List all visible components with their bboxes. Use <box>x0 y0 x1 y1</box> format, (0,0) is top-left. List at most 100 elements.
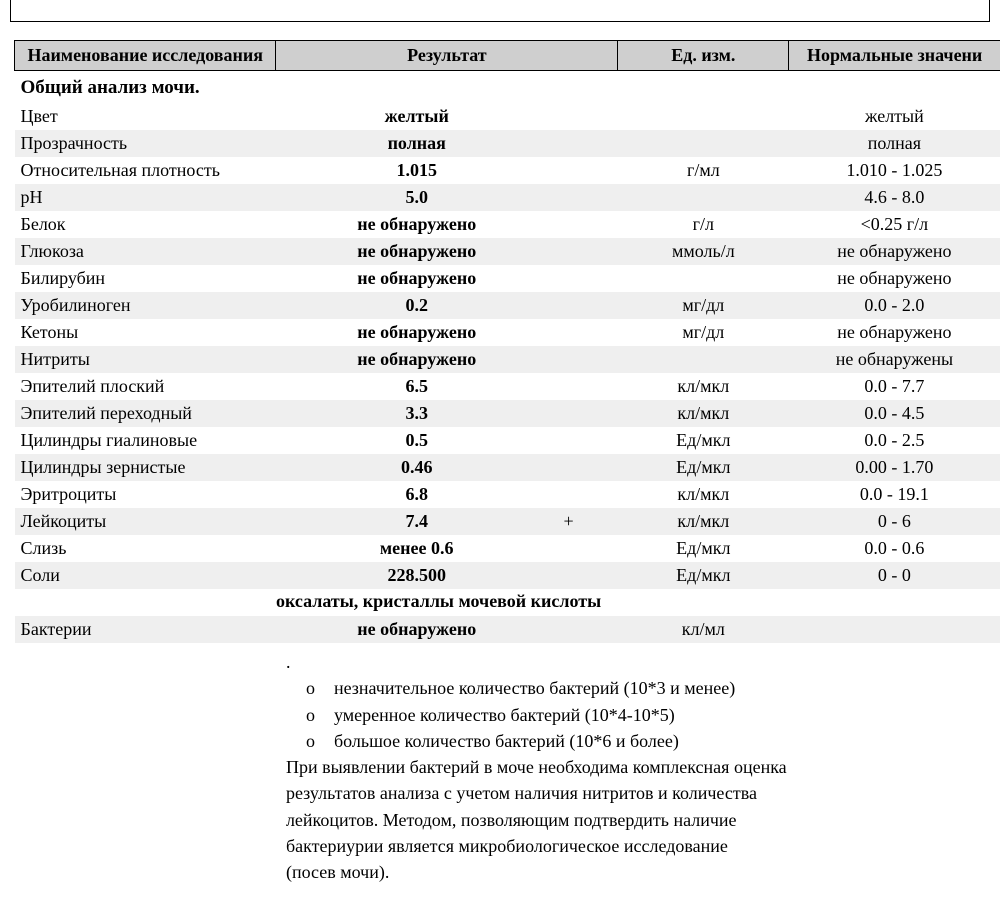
cell-unit: мг/дл <box>618 292 789 319</box>
cell-result: полная <box>276 130 558 157</box>
cell-flag <box>558 400 618 427</box>
cell-result: 3.3 <box>276 400 558 427</box>
table-row: pH5.04.6 - 8.0 <box>15 184 1000 211</box>
table-row: Цилиндры зернистые0.46Ед/мкл0.00 - 1.70 <box>15 454 1000 481</box>
cell-normal: 0.0 - 4.5 <box>789 400 1000 427</box>
notes-cell: .oнезначительное количество бактерий (10… <box>276 643 1000 890</box>
cell-unit: ммоль/л <box>618 238 789 265</box>
report-wrap: Наименование исследования Результат Ед. … <box>0 40 1000 890</box>
table-row: Цилиндры гиалиновые0.5 Ед/мкл0.0 - 2.5 <box>15 427 1000 454</box>
cell-name: Кетоны <box>15 319 276 346</box>
cell-unit <box>618 346 789 373</box>
notes-line: бактериурии является микробиологическое … <box>286 834 994 858</box>
cell-normal: <0.25 г/л <box>789 211 1000 238</box>
table-row: Прозрачностьполнаяполная <box>15 130 1000 157</box>
cell-unit <box>618 265 789 292</box>
salts-note-row: оксалаты, кристаллы мочевой кислоты <box>15 589 1000 616</box>
cell-name: Уробилиноген <box>15 292 276 319</box>
cell-unit: кл/мкл <box>618 508 789 535</box>
cell-normal: 0.0 - 19.1 <box>789 481 1000 508</box>
cell-flag <box>558 157 618 184</box>
cell-name: Нитриты <box>15 346 276 373</box>
cell-result: 0.5 <box>276 427 558 454</box>
table-row: Билирубинне обнаруженоне обнаружено <box>15 265 1000 292</box>
table-row: Глюкозане обнаруженоммоль/лне обнаружено <box>15 238 1000 265</box>
cell-name: Глюкоза <box>15 238 276 265</box>
notes-line: При выявлении бактерий в моче необходима… <box>286 755 994 779</box>
table-body: Общий анализ мочи. ЦветжелтыйжелтыйПрозр… <box>15 71 1000 890</box>
cell-unit: г/мл <box>618 157 789 184</box>
cell-flag <box>558 427 618 454</box>
bullet-marker: o <box>306 729 334 753</box>
notes-dot: . <box>286 650 994 674</box>
bullet-marker: o <box>306 676 334 700</box>
cell-unit: г/л <box>618 211 789 238</box>
cell-flag <box>558 103 618 130</box>
cell-result: 0.46 <box>276 454 558 481</box>
top-frame <box>10 0 990 22</box>
cell-result: не обнаружено <box>276 319 558 346</box>
notes-bullet: oбольшое количество бактерий (10*6 и бол… <box>286 729 994 753</box>
cell-result: 6.5 <box>276 373 558 400</box>
cell-unit <box>618 184 789 211</box>
table-row: Соли228.500Ед/мкл0 - 0 <box>15 562 1000 589</box>
cell-name: Эпителий переходный <box>15 400 276 427</box>
section-title: Общий анализ мочи. <box>15 71 1000 104</box>
cell-normal: не обнаружено <box>789 238 1000 265</box>
cell-normal: 0.0 - 7.7 <box>789 373 1000 400</box>
header-result: Результат <box>276 41 618 71</box>
cell-result: не обнаружено <box>276 211 558 238</box>
notes-line: (посев мочи). <box>286 860 994 884</box>
notes-line: лейкоцитов. Методом, позволяющим подтвер… <box>286 808 994 832</box>
bullet-marker: o <box>306 703 334 727</box>
bullet-text: незначительное количество бактерий (10*3… <box>334 678 735 698</box>
table-row: Нитритыне обнаруженоне обнаружены <box>15 346 1000 373</box>
cell-unit: кл/мкл <box>618 373 789 400</box>
cell-flag <box>558 616 618 643</box>
cell-flag <box>558 184 618 211</box>
cell-unit: Ед/мкл <box>618 454 789 481</box>
cell-unit: кл/мл <box>618 616 789 643</box>
cell-name: Лейкоциты <box>15 508 276 535</box>
cell-unit <box>618 103 789 130</box>
cell-normal: 4.6 - 8.0 <box>789 184 1000 211</box>
cell-normal: 0 - 0 <box>789 562 1000 589</box>
bullet-text: умеренное количество бактерий (10*4-10*5… <box>334 705 675 725</box>
table-row: Относительная плотность1.015г/мл1.010 - … <box>15 157 1000 184</box>
cell-unit: кл/мкл <box>618 400 789 427</box>
header-unit: Ед. изм. <box>618 41 789 71</box>
cell-unit: мг/дл <box>618 319 789 346</box>
cell-name: Цвет <box>15 103 276 130</box>
cell-flag <box>558 562 618 589</box>
cell-result: 6.8 <box>276 481 558 508</box>
cell-name: Слизь <box>15 535 276 562</box>
cell-name: Билирубин <box>15 265 276 292</box>
cell-flag <box>558 481 618 508</box>
cell-flag <box>558 265 618 292</box>
table-row: Кетоныне обнаруженомг/длне обнаружено <box>15 319 1000 346</box>
cell-unit: Ед/мкл <box>618 427 789 454</box>
table-row: Эпителий переходный3.3 кл/мкл0.0 - 4.5 <box>15 400 1000 427</box>
cell-normal: желтый <box>789 103 1000 130</box>
cell-name: Белок <box>15 211 276 238</box>
cell-name: Цилиндры зернистые <box>15 454 276 481</box>
cell-flag: + <box>558 508 618 535</box>
table-header-row: Наименование исследования Результат Ед. … <box>15 41 1000 71</box>
cell-result: не обнаружено <box>276 616 558 643</box>
cell-result: менее 0.6 <box>276 535 558 562</box>
cell-normal: 0.0 - 2.0 <box>789 292 1000 319</box>
cell-flag <box>558 238 618 265</box>
table-row: Цветжелтыйжелтый <box>15 103 1000 130</box>
notes-bullet: oнезначительное количество бактерий (10*… <box>286 676 994 700</box>
cell-normal: 0.0 - 0.6 <box>789 535 1000 562</box>
cell-normal: 0.0 - 2.5 <box>789 427 1000 454</box>
cell-result: 7.4 <box>276 508 558 535</box>
cell-name: Цилиндры гиалиновые <box>15 427 276 454</box>
cell-flag <box>558 373 618 400</box>
cell-unit: кл/мкл <box>618 481 789 508</box>
header-name: Наименование исследования <box>15 41 276 71</box>
notes-row: .oнезначительное количество бактерий (10… <box>15 643 1000 890</box>
cell-name: Бактерии <box>15 616 276 643</box>
cell-result: 228.500 <box>276 562 558 589</box>
cell-normal: не обнаружены <box>789 346 1000 373</box>
